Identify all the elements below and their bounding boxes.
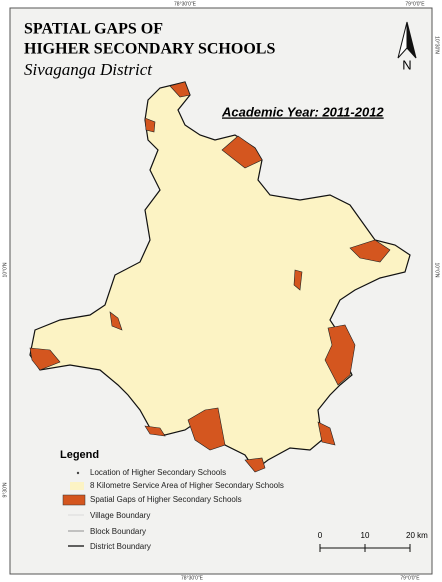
legend-symbol (62, 494, 86, 506)
scale-label: 10 (361, 531, 370, 540)
scale-bar (319, 544, 411, 552)
graticule-label: 79°0'0"E (400, 575, 420, 581)
gap-area (169, 81, 191, 98)
legend-label: District Boundary (90, 542, 151, 551)
legend-symbol (76, 471, 80, 475)
gap-area (187, 407, 226, 451)
gap-area (144, 117, 156, 133)
legend-label: Spatial Gaps of Higher Secondary Schools (90, 495, 242, 504)
graticule-label: 78°30'0"E (174, 1, 197, 7)
gap-area (144, 425, 166, 437)
graticule-label: 78°30'0"E (181, 575, 204, 581)
legend-title: Legend (60, 449, 99, 461)
legend-label: Village Boundary (90, 511, 150, 520)
legend-label: 8 Kilometre Service Area of Higher Secon… (90, 481, 284, 490)
legend-label: Location of Higher Secondary Schools (90, 468, 226, 477)
academic-year: Academic Year: 2011-2012 (221, 104, 384, 119)
scale-label: 20 km (406, 531, 428, 540)
gap-area (244, 457, 266, 473)
graticule-label: 10°0'N (2, 262, 8, 277)
gap-area (324, 324, 356, 386)
gap-area (349, 239, 391, 263)
title-line: HIGHER SECONDARY SCHOOLS (24, 41, 275, 58)
graticule-label: 9°30'N (2, 482, 8, 497)
spatial-gaps (29, 81, 391, 473)
scale-label: 0 (318, 531, 323, 540)
graticule-label: 79°0'0"E (405, 1, 425, 7)
title-line: SPATIAL GAPS OF (24, 21, 163, 38)
gap-area (109, 311, 123, 331)
gap-area (317, 421, 336, 446)
gap-area (29, 347, 61, 371)
graticule-label: 10°30'N (434, 36, 440, 54)
gap-area (221, 135, 263, 169)
district-name: Sivaganga District (24, 60, 153, 79)
north-arrow (397, 21, 417, 59)
gap-area (293, 269, 303, 291)
legend-label: Block Boundary (90, 527, 146, 536)
legend-symbol (70, 482, 84, 490)
district-area (29, 81, 411, 471)
north-label: N (402, 57, 411, 72)
graticule-label: 10°0'N (434, 263, 440, 278)
